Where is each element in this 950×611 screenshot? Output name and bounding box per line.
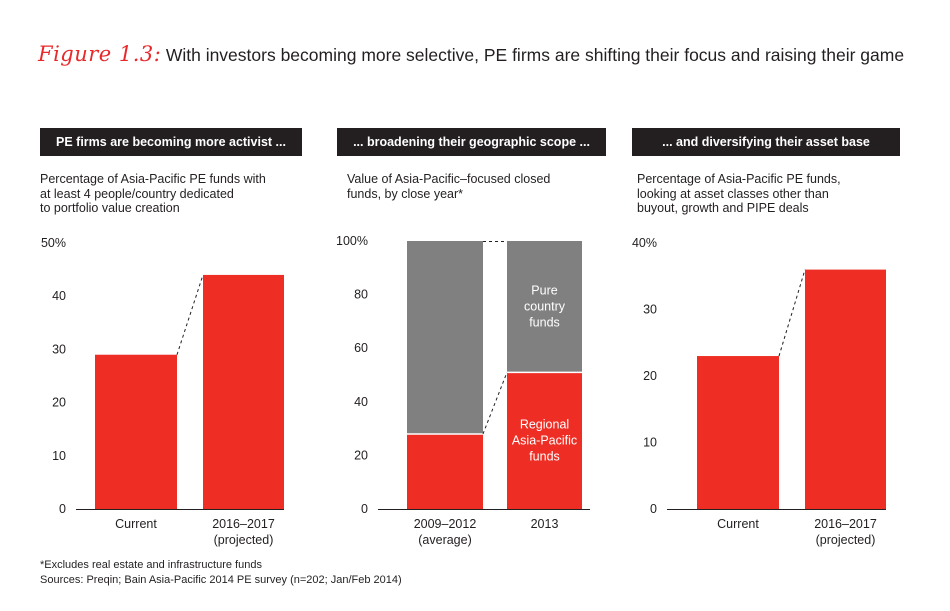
footnote: *Excludes real estate and infrastructure…	[40, 559, 262, 571]
category-sublabel: (projected)	[816, 533, 876, 547]
y-tick-label: 30	[643, 303, 657, 317]
panel-1-chart: 0 10 20 30 40 50% Current 2016–2017 (projected)	[41, 236, 284, 547]
category-label: Current	[717, 517, 759, 531]
panel-3-subtitle-line: buyout, growth and PIPE deals	[637, 201, 809, 215]
category-label: 2013	[531, 517, 559, 531]
dashed-connector	[176, 274, 204, 355]
y-tick-label: 60	[354, 341, 368, 355]
bar-segment	[407, 433, 483, 509]
panel-2-subtitle-line: Value of Asia-Pacific–focused closed	[347, 172, 551, 186]
panel-3-subtitle: Percentage of Asia-Pacific PE funds, loo…	[637, 172, 877, 216]
series-label: funds	[529, 450, 560, 464]
y-tick-label: 20	[354, 448, 368, 462]
y-tick-label: 0	[59, 502, 66, 516]
y-tick-label: 10	[643, 436, 657, 450]
panel-1-header: PE firms are becoming more activist ...	[40, 128, 302, 156]
figure-title: Figure 1.3: With investors becoming more…	[38, 42, 904, 66]
figure-label: Figure 1.3:	[38, 42, 162, 66]
y-tick-label: 10	[52, 449, 66, 463]
y-tick-label: 0	[650, 502, 657, 516]
panel-3-chart: 0 10 20 30 40% Current 2016–2017 (projected)	[632, 236, 886, 547]
y-tick-label: 40	[354, 395, 368, 409]
y-tick-label: 20	[643, 369, 657, 383]
y-tick-label: 100%	[336, 234, 368, 248]
category-sublabel: (projected)	[214, 533, 274, 547]
series-label: Pure	[531, 284, 557, 298]
series-label: Asia-Pacific	[512, 434, 577, 448]
figure-title-text: With investors becoming more selective, …	[165, 45, 905, 65]
y-tick-label: 30	[52, 342, 66, 356]
source-note: Sources: Preqin; Bain Asia-Pacific 2014 …	[40, 574, 402, 586]
series-label: Regional	[520, 418, 569, 432]
panel-1-subtitle-line: Percentage of Asia-Pacific PE funds with	[40, 172, 266, 186]
panel-1-subtitle-line: at least 4 people/country dedicated	[40, 186, 234, 201]
category-label: Current	[115, 517, 157, 531]
category-label: 2016–2017	[212, 517, 275, 531]
category-label: 2009–2012	[414, 517, 477, 531]
category-label: 2016–2017	[814, 517, 877, 531]
panel-1-subtitle-line: to portfolio value creation	[40, 201, 180, 215]
y-tick-label: 20	[52, 396, 66, 410]
series-label: funds	[529, 316, 560, 330]
bar	[203, 274, 284, 509]
y-tick-label: 50%	[41, 236, 66, 250]
bar	[95, 354, 177, 509]
panel-2-subtitle: Value of Asia-Pacific–focused closed fun…	[347, 172, 587, 201]
category-sublabel: (average)	[418, 533, 472, 547]
y-tick-label: 80	[354, 288, 368, 302]
y-tick-label: 40%	[632, 236, 657, 250]
dashed-connector	[482, 372, 508, 435]
panel-2-header: ... broadening their geographic scope ..…	[337, 128, 606, 156]
panel-1-subtitle: Percentage of Asia-Pacific PE funds with…	[40, 172, 280, 216]
bar	[697, 356, 779, 509]
bar-segment	[507, 241, 582, 373]
bar-segment	[507, 372, 582, 509]
panel-3-subtitle-line: Percentage of Asia-Pacific PE funds,	[637, 172, 841, 186]
panel-2-chart: 0 20 40 60 80 100% Regional Asia-Pacific funds Pu…	[336, 234, 590, 547]
y-tick-label: 40	[52, 289, 66, 303]
bar-segment	[407, 241, 483, 434]
series-label: country	[524, 300, 566, 314]
panel-3-header: ... and diversifying their asset base	[632, 128, 900, 156]
dashed-connector	[778, 269, 806, 357]
panel-3-subtitle-line: looking at asset classes other than	[637, 186, 829, 201]
panel-2-subtitle-line: funds, by close year*	[347, 186, 464, 201]
bar	[805, 269, 886, 509]
y-tick-label: 0	[361, 502, 368, 516]
